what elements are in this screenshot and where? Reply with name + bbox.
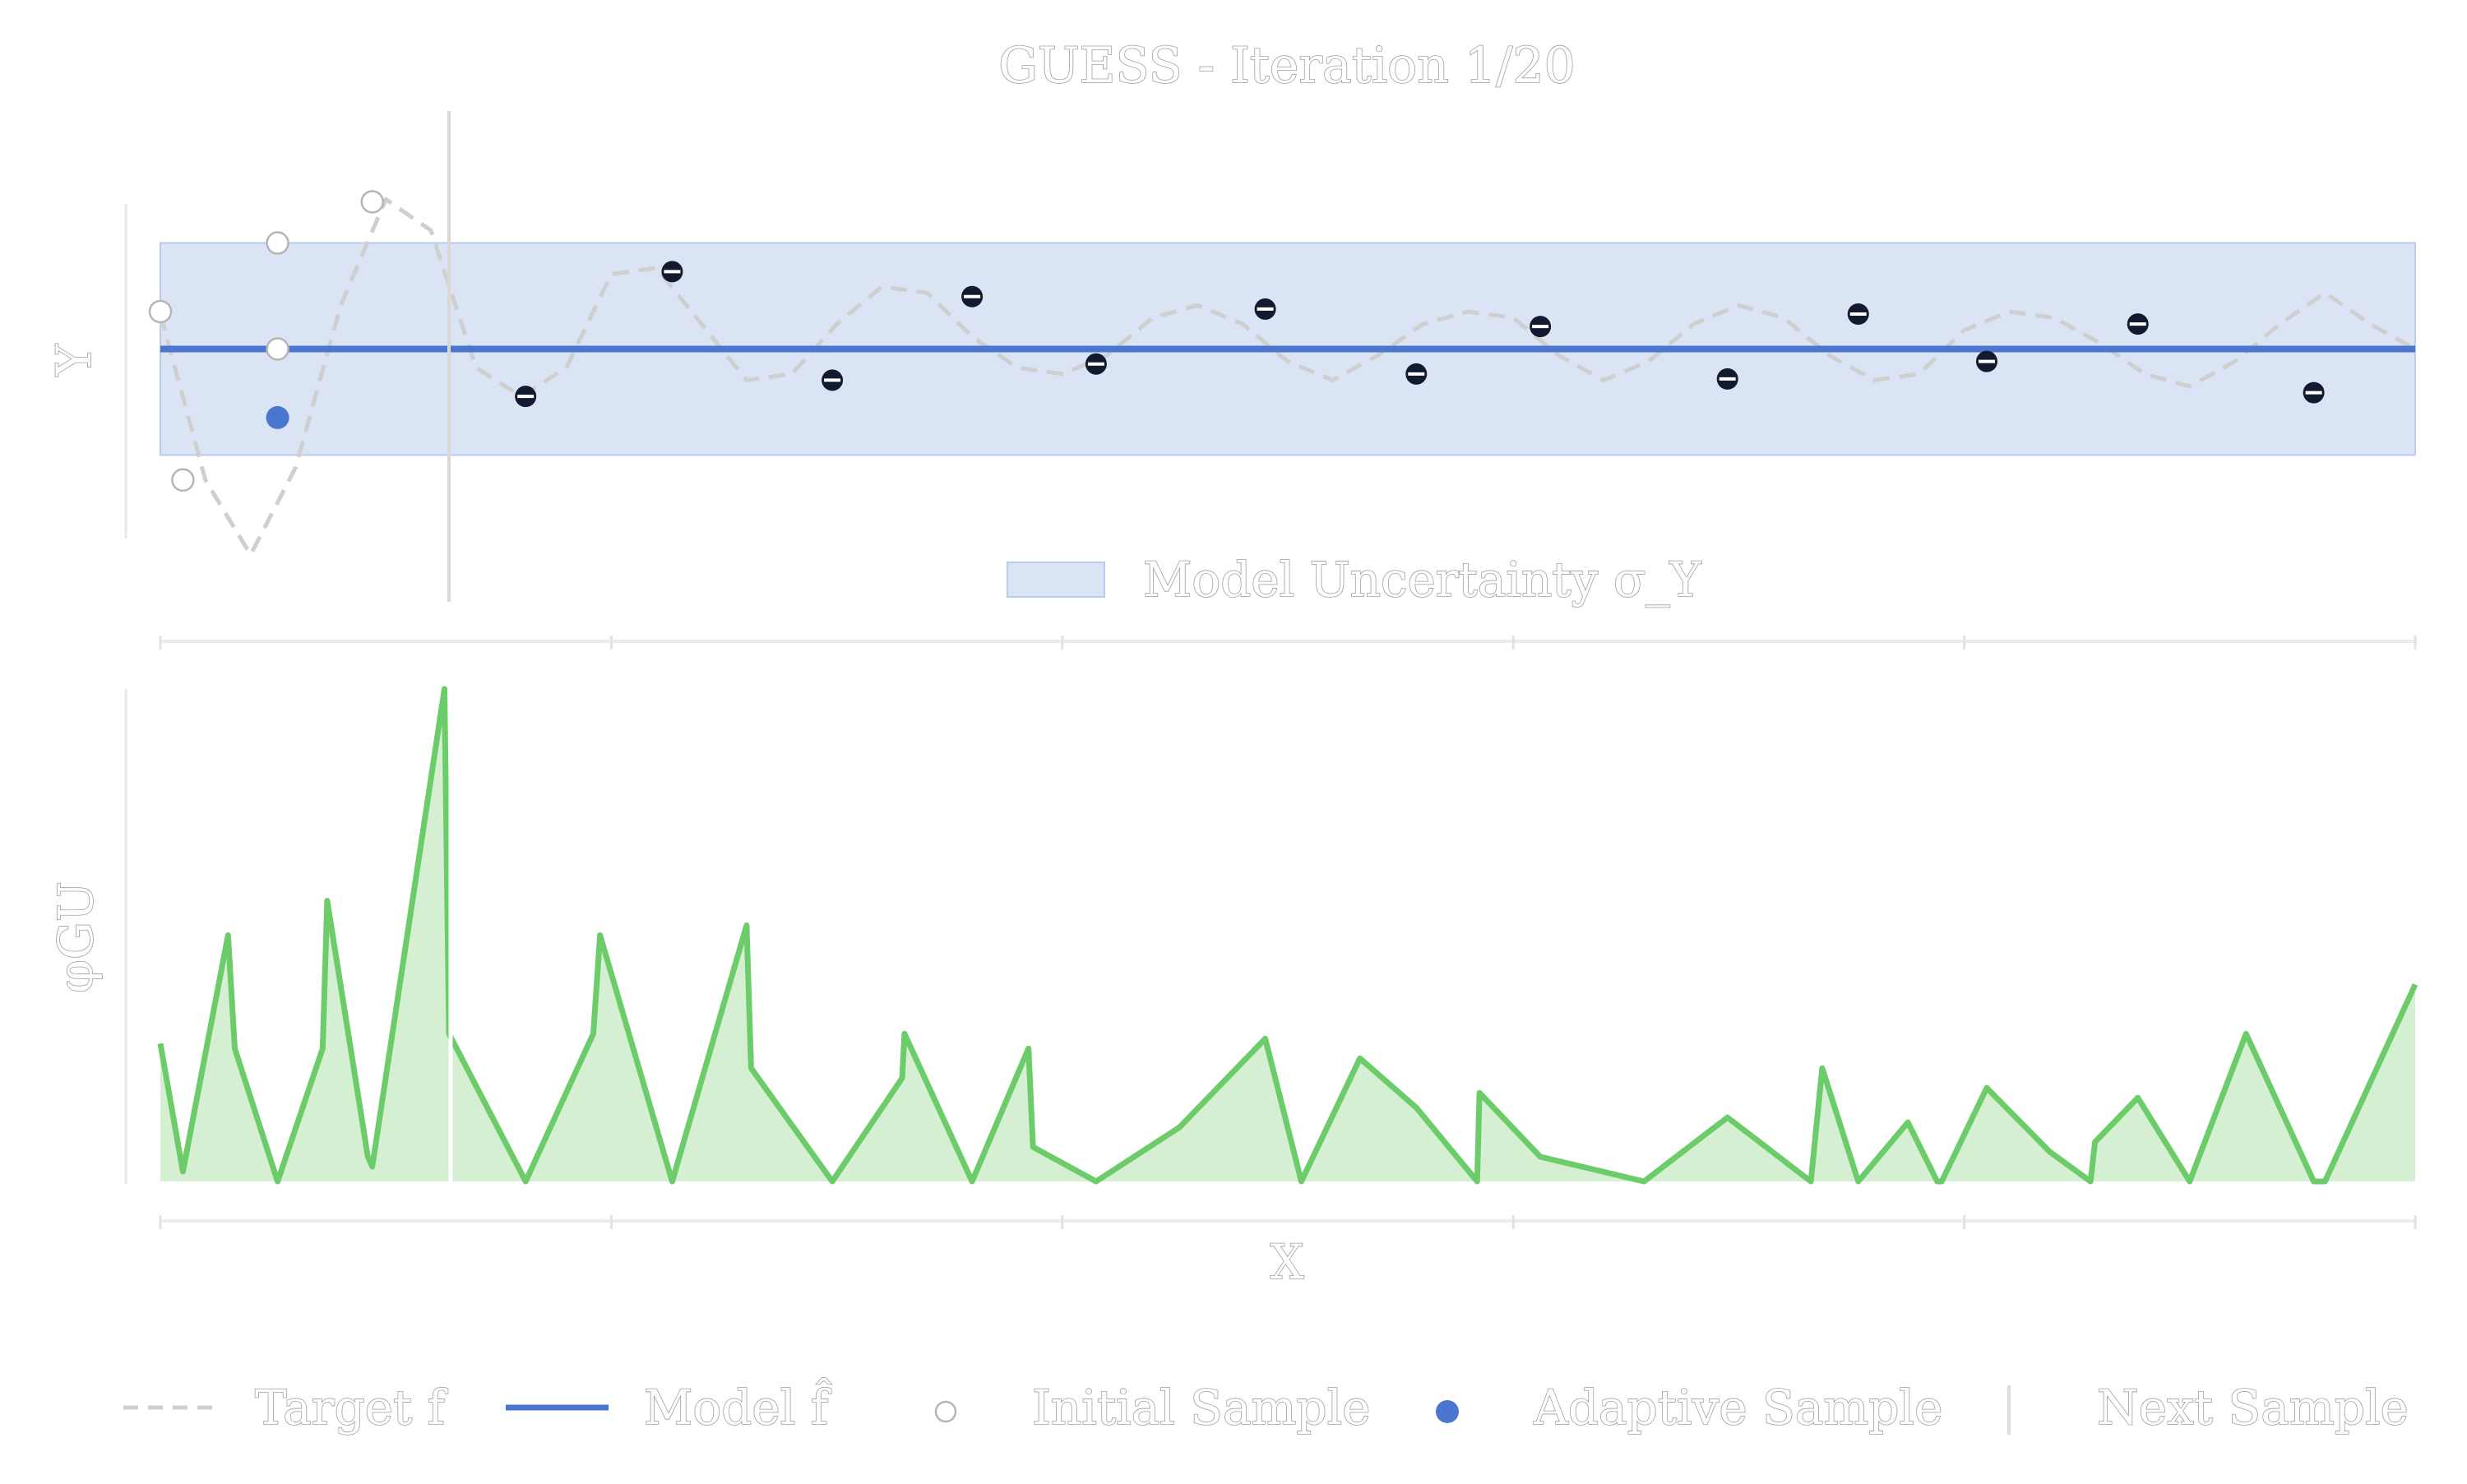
initial-sample-point [360,190,384,214]
legend-target-label: Target f [255,1380,448,1435]
initial-sample-point [266,337,289,361]
bottom-x-axis-label: X [1270,1234,1304,1290]
initial-sample-point [171,468,195,492]
bottom-x-axis [159,1215,2417,1229]
legend-initial-marker [934,1400,957,1423]
bottom-y-axis-label: φGU [48,881,104,993]
chart-title: GUESS - Iteration 1/20 [998,37,1576,95]
top-x-axis [159,636,2417,650]
legend-adaptive-marker [1436,1400,1459,1423]
figure-legend: Target f Model f̂ Initial Sample Adaptiv… [123,1377,2409,1436]
legend-initial-label: Initial Sample [1032,1380,1371,1435]
top-plot-area [124,111,2417,602]
top-legend: Model Uncertainty σ_Y [1007,551,1702,608]
legend-adaptive-label: Adaptive Sample [1533,1380,1942,1435]
initial-sample-point [266,231,289,255]
target-function-line [158,196,2417,557]
acquisition-area-fill [160,689,2415,1181]
uncertainty-legend-label: Model Uncertainty σ_Y [1143,552,1701,608]
uncertainty-legend-swatch [1007,562,1105,598]
legend-model-label: Model f̂ [644,1377,831,1435]
bottom-plot-area [124,686,2418,1185]
adaptive-sample-point [266,405,289,429]
top-y-axis-label: Y [46,344,102,377]
initial-sample-point [148,299,173,324]
acquisition-line [157,686,2418,1185]
legend-next-label: Next Sample [2097,1380,2409,1435]
